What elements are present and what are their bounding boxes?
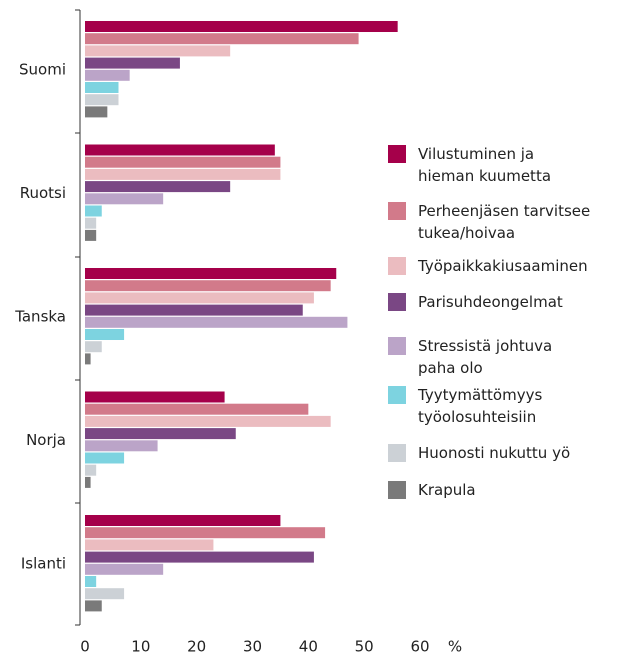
x-tick-label: 10 (131, 638, 150, 656)
category-label: Norja (26, 431, 66, 449)
legend-label-line: Tyytymättömyys (417, 386, 542, 404)
bar (85, 69, 130, 81)
bar (85, 33, 359, 45)
legend-swatch (388, 293, 406, 311)
bar (85, 403, 309, 415)
legend-label: Huonosti nukuttu yö (418, 444, 570, 462)
bar (85, 563, 164, 575)
bar (85, 539, 214, 551)
legend-swatch (388, 444, 406, 462)
legend-label: Parisuhdeongelmat (418, 293, 563, 311)
bar (85, 515, 281, 526)
x-tick-label: 60 (410, 638, 429, 656)
legend-label: Työpaikkakiusaaminen (417, 257, 588, 275)
bar (85, 168, 281, 180)
x-tick-label: 40 (299, 638, 318, 656)
legend-label-line: tukea/hoivaa (418, 224, 515, 242)
bar (85, 94, 119, 106)
legend-label-line: Parisuhdeongelmat (418, 293, 563, 311)
bar (85, 527, 326, 539)
bar (85, 156, 281, 168)
bar (85, 193, 164, 205)
bar (85, 82, 119, 93)
legend-swatch (388, 145, 406, 163)
bar (85, 316, 348, 328)
bar (85, 181, 231, 193)
legend-label-line: Työpaikkakiusaaminen (417, 257, 588, 275)
legend-swatch (388, 481, 406, 499)
bar (85, 440, 158, 452)
legend-label-line: Perheenjäsen tarvitsee (418, 202, 590, 220)
bar (85, 464, 97, 476)
legend-label-line: Krapula (418, 481, 476, 499)
legend-label-line: hieman kuumetta (418, 167, 551, 185)
bar (85, 353, 91, 365)
bar (85, 280, 331, 292)
bar (85, 391, 225, 403)
legend-label-line: Huonosti nukuttu yö (418, 444, 570, 462)
bar (85, 268, 337, 279)
x-tick-label: 0 (80, 638, 90, 656)
bar (85, 144, 275, 156)
bar (85, 600, 102, 612)
bar (85, 329, 125, 340)
bar (85, 21, 398, 32)
bar (85, 304, 303, 316)
legend-label: Vilustuminen ja hieman kuumetta (418, 145, 551, 185)
bar (85, 106, 108, 118)
legend-swatch (388, 202, 406, 220)
bar (85, 428, 236, 440)
legend-label: Tyytymättömyys työolosuhteisiin (417, 386, 542, 426)
legend-label-line: paha olo (418, 359, 483, 377)
bar (85, 205, 102, 217)
bar (85, 415, 331, 427)
legend-label-line: Vilustuminen ja (418, 145, 534, 163)
bar (85, 476, 91, 488)
bar (85, 292, 314, 304)
bar (85, 217, 97, 229)
x-tick-label: 50 (355, 638, 374, 656)
legend-label: Krapula (418, 481, 476, 499)
category-label: Tanska (14, 307, 66, 325)
legend-swatch (388, 337, 406, 355)
category-label: Ruotsi (20, 184, 66, 202)
x-tick-label: 20 (187, 638, 206, 656)
bar (85, 452, 125, 464)
bar (85, 588, 125, 600)
bar (85, 45, 231, 57)
legend-label: Stressistä johtuva paha olo (418, 337, 552, 377)
bar (85, 229, 97, 241)
legend-label: Perheenjäsen tarvitsee tukea/hoivaa (418, 202, 590, 242)
legend-label-line: työolosuhteisiin (418, 408, 536, 426)
legend-swatch (388, 386, 406, 404)
bar (85, 576, 97, 587)
bar (85, 57, 180, 69)
legend-label-line: Stressistä johtuva (418, 337, 552, 355)
category-label: Suomi (19, 60, 66, 78)
bar (85, 341, 102, 353)
x-tick-label: 30 (243, 638, 262, 656)
bar (85, 551, 314, 563)
legend-swatch (388, 257, 406, 275)
x-axis-label: % (448, 638, 462, 656)
category-label: Islanti (21, 554, 66, 572)
